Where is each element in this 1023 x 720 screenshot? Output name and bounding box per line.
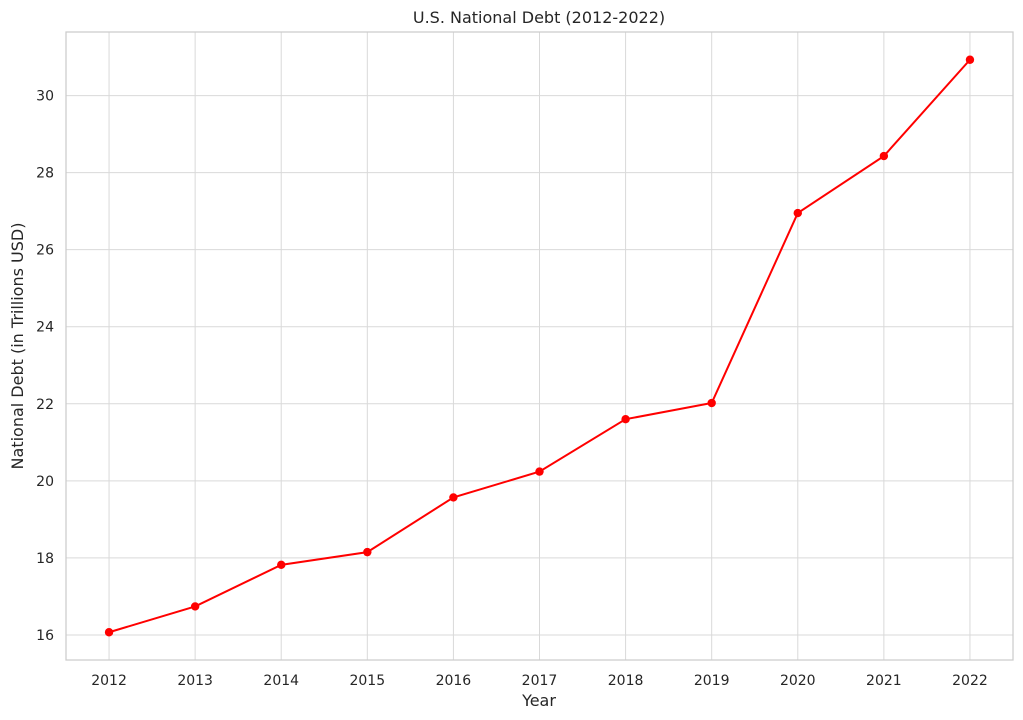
y-axis-ticks: 16 18 20 22 24 26 28 30	[36, 89, 54, 644]
data-point-markers	[104, 55, 975, 637]
x-tick-label: 2013	[177, 673, 213, 689]
data-point	[449, 493, 458, 502]
x-tick-label: 2021	[866, 673, 902, 689]
data-point	[707, 398, 716, 408]
data-point	[621, 415, 630, 424]
x-tick-label: 2015	[349, 673, 385, 689]
x-axis-ticks: 2012 2013 2014 2015 2016 2017 2018 2019 2020 2021…	[91, 673, 988, 689]
plot-frame	[65, 31, 1014, 661]
data-point	[879, 151, 889, 161]
y-tick-label: 28	[36, 166, 54, 182]
x-axis-label: Year	[521, 691, 556, 710]
data-point	[965, 55, 975, 64]
grid-lines	[66, 32, 1013, 660]
x-tick-label: 2019	[694, 673, 730, 689]
data-point	[104, 628, 114, 637]
data-point	[190, 602, 200, 611]
x-tick-label: 2020	[780, 673, 816, 689]
y-tick-label: 22	[36, 397, 54, 413]
y-tick-label: 30	[36, 89, 54, 105]
x-tick-label: 2016	[436, 673, 472, 689]
y-tick-label: 20	[36, 474, 54, 490]
data-point	[793, 208, 802, 218]
chart-title: U.S. National Debt (2012-2022)	[413, 8, 665, 27]
x-tick-label: 2022	[952, 673, 988, 689]
x-tick-label: 2014	[263, 673, 299, 689]
x-tick-label: 2012	[91, 673, 127, 689]
y-tick-label: 24	[36, 320, 54, 336]
data-point	[363, 547, 372, 557]
y-tick-label: 18	[36, 551, 54, 567]
x-tick-label: 2018	[608, 673, 644, 689]
y-tick-label: 16	[36, 628, 54, 644]
y-axis-label: National Debt (in Trillions USD)	[8, 223, 27, 470]
data-point	[535, 467, 544, 476]
x-tick-label: 2017	[522, 673, 558, 689]
data-point	[277, 560, 286, 570]
y-tick-label: 26	[36, 243, 54, 259]
